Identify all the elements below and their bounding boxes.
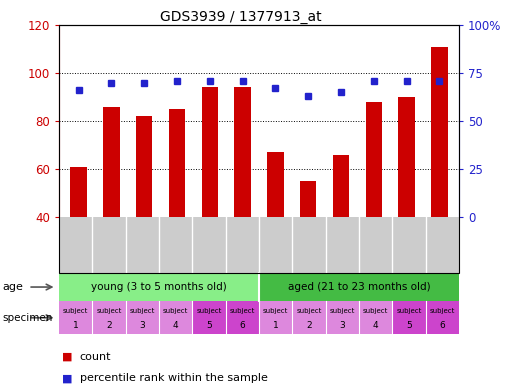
Text: 2: 2 xyxy=(106,321,112,330)
Bar xyxy=(333,155,349,217)
Text: 1: 1 xyxy=(273,321,279,330)
Text: subject: subject xyxy=(330,308,355,314)
Bar xyxy=(136,116,152,217)
Text: ■: ■ xyxy=(62,373,72,383)
Text: subject: subject xyxy=(397,308,422,314)
Bar xyxy=(300,181,317,217)
Text: 4: 4 xyxy=(173,321,179,330)
Text: count: count xyxy=(80,352,111,362)
Bar xyxy=(70,167,87,217)
Text: 6: 6 xyxy=(440,321,445,330)
Bar xyxy=(431,46,448,217)
Text: young (3 to 5 months old): young (3 to 5 months old) xyxy=(91,282,227,292)
Text: GDS3939 / 1377913_at: GDS3939 / 1377913_at xyxy=(160,10,322,23)
Text: subject: subject xyxy=(430,308,455,314)
Text: subject: subject xyxy=(96,308,122,314)
Bar xyxy=(366,102,382,217)
Bar xyxy=(202,88,218,217)
Text: 1: 1 xyxy=(73,321,78,330)
Text: ■: ■ xyxy=(62,352,72,362)
Bar xyxy=(103,107,120,217)
Text: 4: 4 xyxy=(373,321,379,330)
Text: 5: 5 xyxy=(206,321,212,330)
Text: subject: subject xyxy=(163,308,188,314)
Text: subject: subject xyxy=(230,308,255,314)
Bar xyxy=(399,97,415,217)
Text: 6: 6 xyxy=(240,321,245,330)
Text: subject: subject xyxy=(130,308,155,314)
Text: subject: subject xyxy=(196,308,222,314)
Text: age: age xyxy=(3,282,24,292)
Text: 3: 3 xyxy=(340,321,345,330)
Text: specimen: specimen xyxy=(3,313,53,323)
Text: subject: subject xyxy=(263,308,288,314)
Text: 3: 3 xyxy=(140,321,145,330)
Text: aged (21 to 23 months old): aged (21 to 23 months old) xyxy=(288,282,430,292)
Bar xyxy=(234,88,251,217)
Text: 2: 2 xyxy=(306,321,312,330)
Bar xyxy=(169,109,185,217)
Text: 5: 5 xyxy=(406,321,412,330)
Text: subject: subject xyxy=(297,308,322,314)
Bar xyxy=(267,152,284,217)
Text: subject: subject xyxy=(363,308,388,314)
Text: percentile rank within the sample: percentile rank within the sample xyxy=(80,373,267,383)
Text: subject: subject xyxy=(63,308,88,314)
